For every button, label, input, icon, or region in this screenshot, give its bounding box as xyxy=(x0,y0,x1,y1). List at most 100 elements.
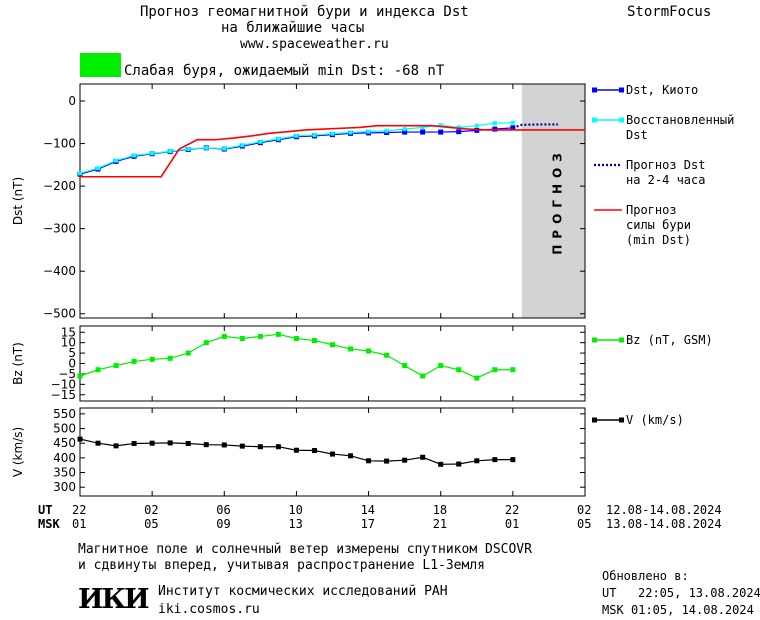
ut-tick-label: 10 xyxy=(288,503,303,517)
dst-ytick-label: −200 xyxy=(43,179,76,193)
bz-series-0-point xyxy=(293,336,299,341)
updated-ut-label: UT xyxy=(602,586,617,600)
v-series-0-point xyxy=(348,453,354,459)
bz-series-0-point xyxy=(221,333,227,339)
bz-series-0-point xyxy=(203,340,209,346)
dst-series-1-point xyxy=(294,133,299,138)
v-ytick-label: 450 xyxy=(53,436,76,450)
v-series-0-point xyxy=(221,442,227,448)
v-series-0-point xyxy=(77,436,83,442)
bz-series-0-point xyxy=(239,336,245,341)
forecast-region-label: ПРОГНОЗ xyxy=(550,147,564,254)
v-plot-frame xyxy=(79,407,586,497)
bz-ytick-label: 15 xyxy=(61,325,76,339)
dst-series-1-point xyxy=(510,120,515,125)
forecast-region xyxy=(521,84,585,318)
legend-restored-glyph-end xyxy=(619,117,624,123)
msk-tick-label: 05 xyxy=(144,517,159,531)
legend-restored-line1: Восстановленный xyxy=(626,113,735,127)
dst-series-1-point xyxy=(204,145,209,150)
dst-series-1-point xyxy=(132,153,137,158)
msk-tick-label: 17 xyxy=(360,517,376,531)
bz-series-0-point xyxy=(131,358,137,364)
legend-dst-kyoto-glyph-start xyxy=(592,87,597,93)
v-ytick-label: 350 xyxy=(53,466,76,480)
storm-status-text: Слабая буря, ожидаемый min Dst: -68 nT xyxy=(124,63,445,79)
v-series-0-point xyxy=(113,443,119,449)
dst-ytick-label: −300 xyxy=(43,222,76,236)
dst-plot-frame xyxy=(79,83,586,319)
bz-series-0-point xyxy=(438,363,444,369)
ut-date-range: 12.08-14.08.2024 xyxy=(606,503,722,517)
dst-series-1-point xyxy=(384,128,389,133)
v-series-0-point xyxy=(492,457,498,463)
msk-axis-label: MSK xyxy=(38,517,60,531)
legend-bz-glyph-start xyxy=(592,337,597,343)
bz-series-0-point xyxy=(113,363,119,369)
updated-msk-value: 01:05, 14.08.2024 xyxy=(631,603,754,617)
v-ytick-label: 300 xyxy=(53,480,76,494)
ut-tick-label: 06 xyxy=(216,503,231,517)
bz-series-0-point xyxy=(474,375,480,381)
updated-label: Обновлено в: xyxy=(602,569,689,583)
dst-series-1-point xyxy=(330,131,335,136)
legend-restored-glyph-start xyxy=(592,117,597,123)
iki-logo: ИКИ xyxy=(78,584,150,615)
dst-series-1-point xyxy=(420,125,425,130)
v-series-0-point xyxy=(167,440,173,446)
dst-series-0-point xyxy=(456,129,462,135)
v-series-0-point xyxy=(366,458,372,464)
bz-series-0-point xyxy=(384,352,390,358)
dst-series-1-point xyxy=(186,147,191,152)
legend-dst-kyoto: Dst, Киото xyxy=(626,83,699,97)
page-title: Прогноз геомагнитной бури и индекса Dst xyxy=(140,4,469,20)
dst-series-1-point xyxy=(456,125,461,130)
dst-series-0-point xyxy=(438,129,444,135)
v-series-0-point xyxy=(95,440,101,446)
v-series-0-point xyxy=(474,458,480,464)
dst-ytick-label: −100 xyxy=(43,137,76,151)
v-series-0-point xyxy=(311,448,317,454)
v-series-0-point xyxy=(275,444,281,450)
dst-series-1-point xyxy=(402,127,407,132)
updated-ut-value: 22:05, 13.08.2024 xyxy=(638,586,760,600)
v-series-0-point xyxy=(330,451,335,457)
bz-series-0-point xyxy=(456,367,462,373)
legend-bz: Bz (nT, GSM) xyxy=(626,333,713,347)
ut-axis-label: UT xyxy=(38,503,53,517)
dst-series-1-point xyxy=(114,158,119,163)
bz-ytick-label: −5 xyxy=(58,367,76,381)
v-ytick-label: 400 xyxy=(53,451,76,465)
bz-ytick-label: 0 xyxy=(68,357,76,371)
bz-series-0-point xyxy=(167,355,173,361)
v-series-0-point xyxy=(185,440,191,446)
dst-series-1-point xyxy=(78,171,82,176)
institute-name: Институт космических исследований РАН xyxy=(158,584,448,599)
page-subtitle: на ближайшие часы xyxy=(221,20,365,36)
satellite-note-line2: и сдвинуты вперед, учитывая распростране… xyxy=(78,558,485,573)
dst-series-0-point xyxy=(420,129,426,135)
v-series-0-point xyxy=(239,443,245,449)
v-series-0-point xyxy=(257,444,263,450)
v-series-0-point xyxy=(384,458,390,464)
v-series-0-point xyxy=(420,454,426,460)
bz-series-0-point xyxy=(311,338,317,344)
bz-plot-frame xyxy=(79,325,586,402)
legend-storm-line1: Прогноз xyxy=(626,203,677,217)
bz-series-0-point xyxy=(348,346,354,352)
bz-series-0-point xyxy=(402,363,408,369)
dst-series-1-point xyxy=(96,166,101,171)
v-series-0-point xyxy=(293,447,299,453)
bz-series-0-point xyxy=(510,367,516,373)
institute-site[interactable]: iki.cosmos.ru xyxy=(158,602,260,617)
dst-series-1-point xyxy=(150,151,155,156)
dst-series-1-point xyxy=(168,149,173,154)
brand-label: StormFocus xyxy=(627,4,712,20)
satellite-note-line1: Магнитное поле и солнечный ветер измерен… xyxy=(78,542,532,557)
dst-series-1-point xyxy=(492,121,497,126)
msk-tick-label: 05 xyxy=(577,517,592,531)
bz-ytick-label: 10 xyxy=(61,336,76,350)
bz-series-0-point xyxy=(275,331,281,337)
site-url[interactable]: www.spaceweather.ru xyxy=(240,37,389,52)
